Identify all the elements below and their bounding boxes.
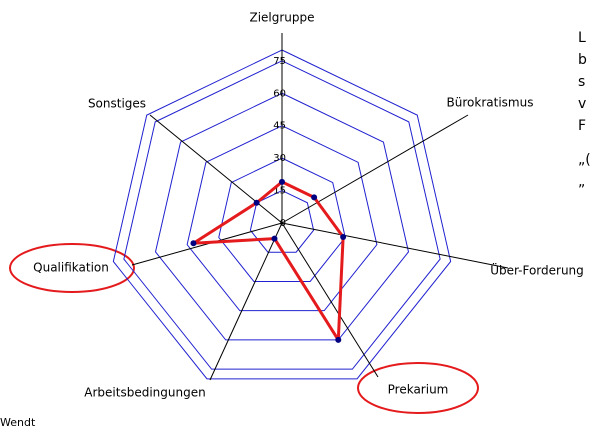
axis-line [281, 222, 379, 378]
grid-ring [186, 125, 378, 312]
axis-label: Über-Forderung [490, 262, 584, 278]
grid-ring [218, 157, 346, 282]
axis-label: Arbeitsbedingungen [84, 386, 205, 400]
tick-label: 30 [273, 153, 286, 164]
side-text: v [578, 96, 586, 112]
tick-label: 15 [273, 186, 286, 197]
grid-ring [154, 92, 410, 341]
data-point [190, 240, 197, 247]
axis-label: Zielgruppe [249, 11, 314, 25]
tick-label: 60 [273, 88, 286, 99]
data-line [191, 180, 345, 342]
data-point [311, 194, 318, 201]
footer: Wendt [0, 416, 36, 429]
data-point [340, 233, 347, 240]
side-text: b [578, 52, 587, 68]
data-point [271, 235, 278, 242]
grid-ring [123, 60, 441, 370]
data-point [335, 336, 342, 343]
axis-line [131, 222, 283, 266]
axis-label: Bürokratismus [447, 96, 534, 110]
side-text: s [578, 74, 585, 90]
highlight-circle [9, 243, 135, 293]
axis-label: Prekarium [388, 383, 449, 397]
axis-label: Sonstiges [88, 97, 146, 111]
axis-line [149, 114, 283, 224]
data-point [279, 178, 285, 185]
grid-ring [112, 49, 452, 380]
tick-label: 75 [273, 56, 286, 67]
highlight-circle [357, 362, 479, 414]
side-text: L [578, 30, 586, 46]
side-text: F [578, 118, 586, 134]
axis-line [281, 114, 469, 224]
axis-line [209, 222, 283, 381]
side-text: „ [578, 174, 585, 190]
axis-line [281, 222, 509, 269]
axis-label: Qualifikation [33, 261, 109, 275]
tick-label: 45 [273, 121, 286, 132]
data-point [253, 199, 260, 206]
side-text: „( [578, 152, 591, 168]
